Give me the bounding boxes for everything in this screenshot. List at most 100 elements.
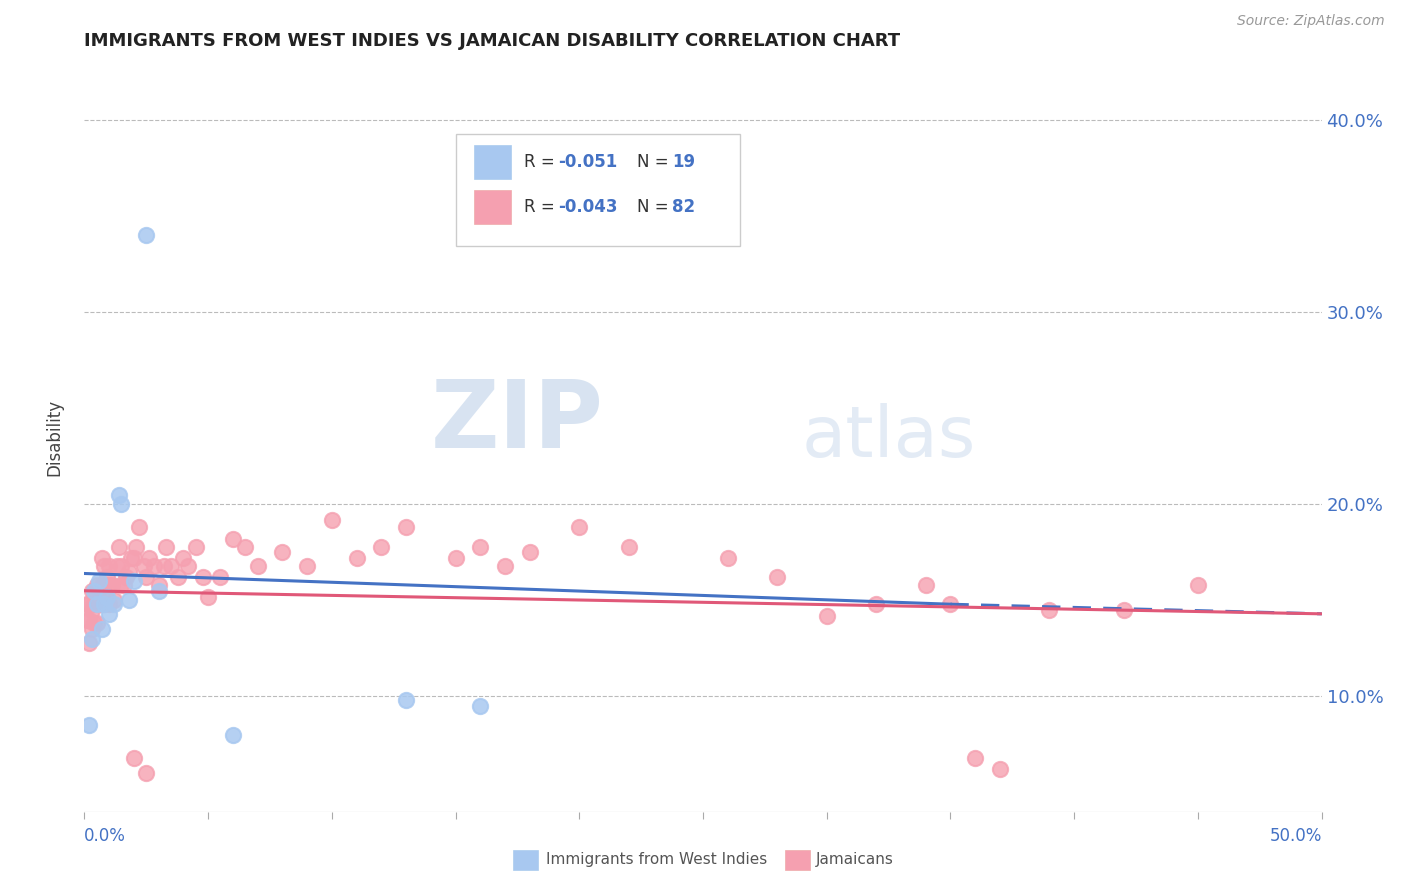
- Point: [105, 558, 128, 573]
- Point: [80, 622, 103, 636]
- Point: [83, 583, 105, 598]
- Point: [76, 597, 98, 611]
- Point: [86, 597, 108, 611]
- Point: [177, 558, 200, 573]
- Point: [152, 558, 174, 573]
- Point: [120, 551, 142, 566]
- Point: [271, 545, 294, 559]
- Point: [135, 570, 157, 584]
- Point: [132, 558, 155, 573]
- Point: [93, 597, 115, 611]
- Point: [118, 565, 141, 579]
- Point: [122, 574, 145, 589]
- Point: [568, 520, 591, 534]
- Point: [444, 551, 467, 566]
- Text: atlas: atlas: [801, 402, 976, 472]
- Point: [93, 578, 115, 592]
- FancyBboxPatch shape: [456, 134, 740, 246]
- Point: [865, 597, 887, 611]
- Text: Jamaicans: Jamaicans: [815, 853, 893, 867]
- Point: [80, 583, 103, 598]
- Point: [222, 532, 245, 546]
- Point: [167, 570, 190, 584]
- Point: [395, 520, 418, 534]
- Point: [222, 728, 245, 742]
- Point: [939, 597, 962, 611]
- Point: [370, 540, 392, 554]
- Point: [233, 540, 256, 554]
- Point: [160, 558, 183, 573]
- Text: 82: 82: [672, 198, 695, 216]
- Point: [135, 228, 157, 243]
- Point: [395, 693, 418, 707]
- Point: [914, 578, 936, 592]
- Text: ZIP: ZIP: [432, 376, 605, 468]
- Text: -0.043: -0.043: [558, 198, 617, 216]
- Point: [122, 551, 145, 566]
- Point: [142, 558, 165, 573]
- Point: [125, 540, 148, 554]
- Point: [717, 551, 740, 566]
- Point: [83, 616, 105, 631]
- Point: [103, 597, 125, 611]
- Point: [83, 597, 105, 611]
- Point: [115, 570, 138, 584]
- Point: [122, 751, 145, 765]
- FancyBboxPatch shape: [474, 190, 512, 224]
- Point: [90, 622, 112, 636]
- Point: [246, 558, 269, 573]
- Point: [83, 583, 105, 598]
- Point: [148, 578, 170, 592]
- Point: [98, 597, 121, 611]
- Point: [1038, 603, 1060, 617]
- Point: [346, 551, 368, 566]
- Point: [1187, 578, 1209, 592]
- Point: [191, 570, 214, 584]
- Point: [108, 488, 131, 502]
- Text: 0.0%: 0.0%: [84, 827, 127, 845]
- Point: [617, 540, 640, 554]
- Text: R =: R =: [523, 153, 560, 170]
- Point: [89, 597, 111, 611]
- Point: [98, 578, 121, 592]
- Text: -0.051: -0.051: [558, 153, 617, 170]
- Point: [766, 570, 789, 584]
- Y-axis label: Disability: Disability: [45, 399, 63, 475]
- Point: [80, 632, 103, 646]
- Text: IMMIGRANTS FROM WEST INDIES VS JAMAICAN DISABILITY CORRELATION CHART: IMMIGRANTS FROM WEST INDIES VS JAMAICAN …: [84, 32, 900, 50]
- Text: Source: ZipAtlas.com: Source: ZipAtlas.com: [1237, 14, 1385, 28]
- Point: [90, 551, 112, 566]
- Point: [470, 540, 492, 554]
- Point: [295, 558, 318, 573]
- Point: [172, 551, 194, 566]
- Point: [90, 578, 112, 592]
- Point: [96, 590, 118, 604]
- Point: [79, 613, 101, 627]
- Point: [112, 578, 135, 592]
- Point: [965, 751, 987, 765]
- Text: 19: 19: [672, 153, 695, 170]
- Point: [321, 513, 343, 527]
- Point: [86, 616, 108, 631]
- Point: [80, 603, 103, 617]
- Point: [988, 763, 1011, 777]
- Point: [494, 558, 516, 573]
- Point: [209, 570, 232, 584]
- Point: [93, 558, 115, 573]
- Point: [93, 597, 115, 611]
- Point: [89, 583, 111, 598]
- Point: [135, 766, 157, 780]
- FancyBboxPatch shape: [474, 145, 512, 178]
- Point: [86, 597, 108, 611]
- Point: [128, 520, 150, 534]
- Point: [197, 590, 219, 604]
- Point: [110, 497, 132, 511]
- Point: [86, 578, 108, 592]
- Point: [89, 574, 111, 589]
- Text: Immigrants from West Indies: Immigrants from West Indies: [546, 853, 766, 867]
- Point: [100, 578, 122, 592]
- Point: [76, 613, 98, 627]
- Point: [79, 635, 101, 649]
- Point: [96, 570, 118, 584]
- Point: [470, 699, 492, 714]
